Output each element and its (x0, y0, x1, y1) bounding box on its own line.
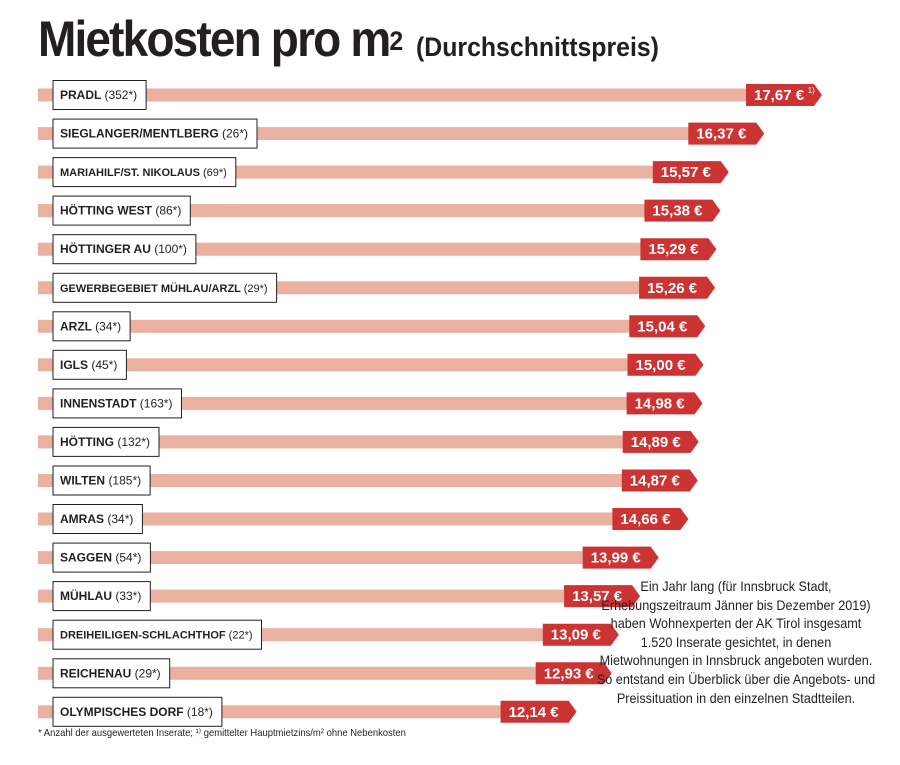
value-label-innenstadt: 14,98 € (635, 395, 686, 412)
category-box-dreiheiligen-schlachthof (52, 619, 262, 650)
category-label-amras: AMRAS (34*) (60, 512, 133, 526)
value-label-muehlau: 13,57 € (572, 588, 623, 605)
value-label-hoetting: 14,89 € (631, 434, 682, 451)
side-note-text: Ein Jahr lang (für Innsbruck Stadt, Erhe… (596, 579, 876, 706)
value-label-pradl: 17,67 € (754, 87, 805, 104)
value-tag-wilten (621, 469, 698, 492)
category-box-hoetting (52, 426, 160, 457)
value-label-sieglanger-mentlberg: 16,37 € (696, 126, 747, 143)
bar-saggen (38, 551, 651, 565)
value-tag-hoettinger-au (640, 238, 717, 261)
category-label-pradl: PRADL (352*) (60, 88, 137, 102)
category-label-dreiheiligen-schlachthof: DREIHEILIGEN-SCHLACHTHOF (22*) (60, 630, 253, 642)
value-tag-sieglanger-mentlberg (688, 122, 765, 145)
category-label-arzl: ARZL (34*) (60, 319, 121, 333)
value-tag-hoetting (622, 430, 699, 453)
category-box-hoettinger-au (52, 234, 197, 265)
category-label-saggen: SAGGEN (54*) (60, 551, 141, 565)
category-box-olympisches-dorf (52, 696, 223, 727)
value-label-wilten: 14,87 € (630, 473, 681, 490)
category-box-wilten (52, 465, 151, 496)
title-main: Mietkosten pro m (38, 11, 391, 67)
chart-subtitle: (Durchschnittspreis) (416, 32, 659, 62)
bar-innenstadt (38, 396, 695, 410)
category-label-hoetting-west: HÖTTING WEST (86*) (60, 203, 181, 218)
value-label-mariahilf-st-nikolaus: 15,57 € (661, 164, 712, 181)
value-tag-pradl (746, 84, 822, 106)
bar-hoetting (38, 435, 691, 449)
category-box-sieglanger-mentlberg (52, 118, 258, 149)
chart-title: Mietkosten pro m2 (Durchschnittspreis) (38, 8, 659, 78)
category-box-mariahilf-st-nikolaus (52, 157, 237, 188)
value-tag-dreiheiligen-schlachthof (542, 623, 619, 646)
value-tag-muehlau (564, 585, 641, 608)
category-label-gewerbegebiet-muehlau-arzl: GEWERBEGEBIET MÜHLAU/ARZL (29*) (60, 282, 268, 295)
bar-pradl (38, 88, 814, 102)
category-label-igls: IGLS (45*) (60, 358, 117, 372)
category-box-gewerbegebiet-muehlau-arzl (52, 272, 278, 303)
value-label-hoetting-west: 15,38 € (652, 203, 703, 220)
value-label-hoettinger-au: 15,29 € (648, 241, 699, 258)
category-label-mariahilf-st-nikolaus: MARIAHILF/ST. NIKOLAUS (69*) (60, 167, 227, 179)
category-box-igls (52, 349, 127, 380)
value-label-olympisches-dorf: 12,14 € (509, 704, 560, 721)
value-label-amras: 14,66 € (620, 511, 671, 528)
category-box-arzl (52, 311, 131, 342)
value-label-arzl: 15,04 € (637, 318, 688, 335)
value-label-gewerbegebiet-muehlau-arzl: 15,26 € (647, 280, 698, 297)
value-footnote-marker: 1) (808, 86, 815, 95)
title-superscript: 2 (389, 26, 403, 56)
category-label-sieglanger-mentlberg: SIEGLANGER/MENTLBERG (26*) (60, 127, 248, 141)
bar-arzl (38, 319, 698, 333)
value-tag-arzl (629, 315, 706, 338)
category-box-innenstadt (52, 388, 182, 419)
bar-reichenau (38, 666, 604, 680)
bar-igls (38, 358, 696, 372)
category-box-pradl (52, 80, 147, 110)
value-label-igls: 15,00 € (636, 357, 687, 374)
category-label-innenstadt: INNENSTADT (163*) (60, 396, 172, 410)
category-label-reichenau: REICHENAU (29*) (60, 666, 161, 680)
bar-muehlau (38, 589, 633, 603)
value-tag-igls (627, 353, 704, 376)
value-tag-amras (612, 508, 689, 530)
value-label-reichenau: 12,93 € (544, 665, 595, 682)
value-tag-innenstadt (626, 392, 703, 415)
category-box-saggen (52, 542, 151, 573)
bar-amras (38, 512, 681, 526)
value-tag-saggen (582, 546, 659, 569)
value-tag-reichenau (535, 662, 612, 685)
category-box-amras (52, 504, 143, 534)
category-label-hoetting: HÖTTING (132*) (60, 434, 150, 449)
category-label-muehlau: MÜHLAU (33*) (60, 588, 141, 603)
bar-wilten (38, 474, 690, 487)
bar-hoetting-west (38, 204, 713, 218)
value-tag-hoetting-west (644, 199, 721, 222)
category-label-olympisches-dorf: OLYMPISCHES DORF (18*) (60, 705, 213, 719)
value-tag-olympisches-dorf (500, 700, 577, 723)
value-label-dreiheiligen-schlachthof: 13,09 € (551, 627, 602, 644)
category-box-muehlau (52, 581, 151, 612)
category-box-reichenau (52, 658, 171, 689)
value-tag-mariahilf-st-nikolaus (652, 161, 729, 184)
value-label-saggen: 13,99 € (591, 550, 642, 567)
category-label-wilten: WILTEN (185*) (60, 474, 141, 488)
bar-hoettinger-au (38, 242, 709, 256)
category-box-hoetting-west (52, 195, 191, 226)
category-label-hoettinger-au: HÖTTINGER AU (100*) (60, 241, 187, 256)
value-tag-gewerbegebiet-muehlau-arzl (639, 276, 716, 299)
footnote: * Anzahl der ausgewerteten Inserate; ¹⁾ … (38, 727, 406, 739)
